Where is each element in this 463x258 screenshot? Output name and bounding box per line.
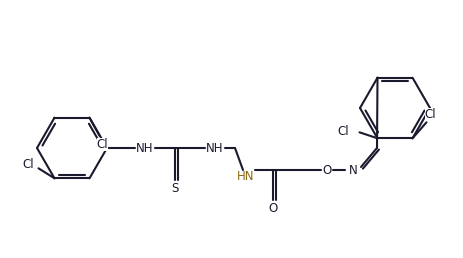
Text: O: O [322,164,331,176]
Text: NH: NH [136,141,153,155]
Text: Cl: Cl [23,158,34,171]
Text: O: O [268,203,277,215]
Text: HN: HN [237,171,254,183]
Text: Cl: Cl [96,138,108,151]
Text: NH: NH [206,141,223,155]
Text: Cl: Cl [424,108,435,121]
Text: S: S [171,182,178,196]
Text: Cl: Cl [337,125,349,138]
Text: N: N [348,164,357,176]
